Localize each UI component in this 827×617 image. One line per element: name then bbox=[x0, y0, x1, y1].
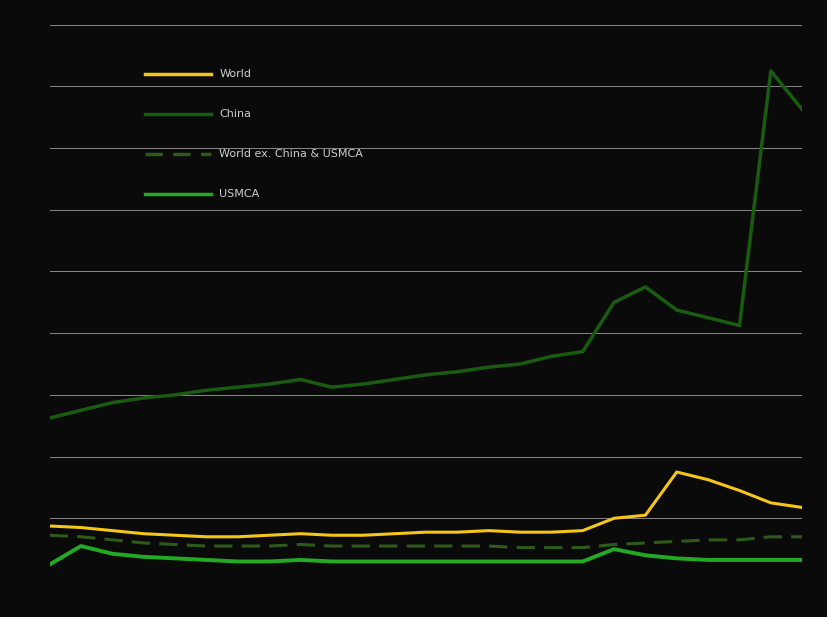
Text: USMCA: USMCA bbox=[219, 189, 260, 199]
Text: China: China bbox=[219, 109, 251, 119]
Text: World: World bbox=[219, 69, 251, 79]
Text: World ex. China & USMCA: World ex. China & USMCA bbox=[219, 149, 363, 159]
